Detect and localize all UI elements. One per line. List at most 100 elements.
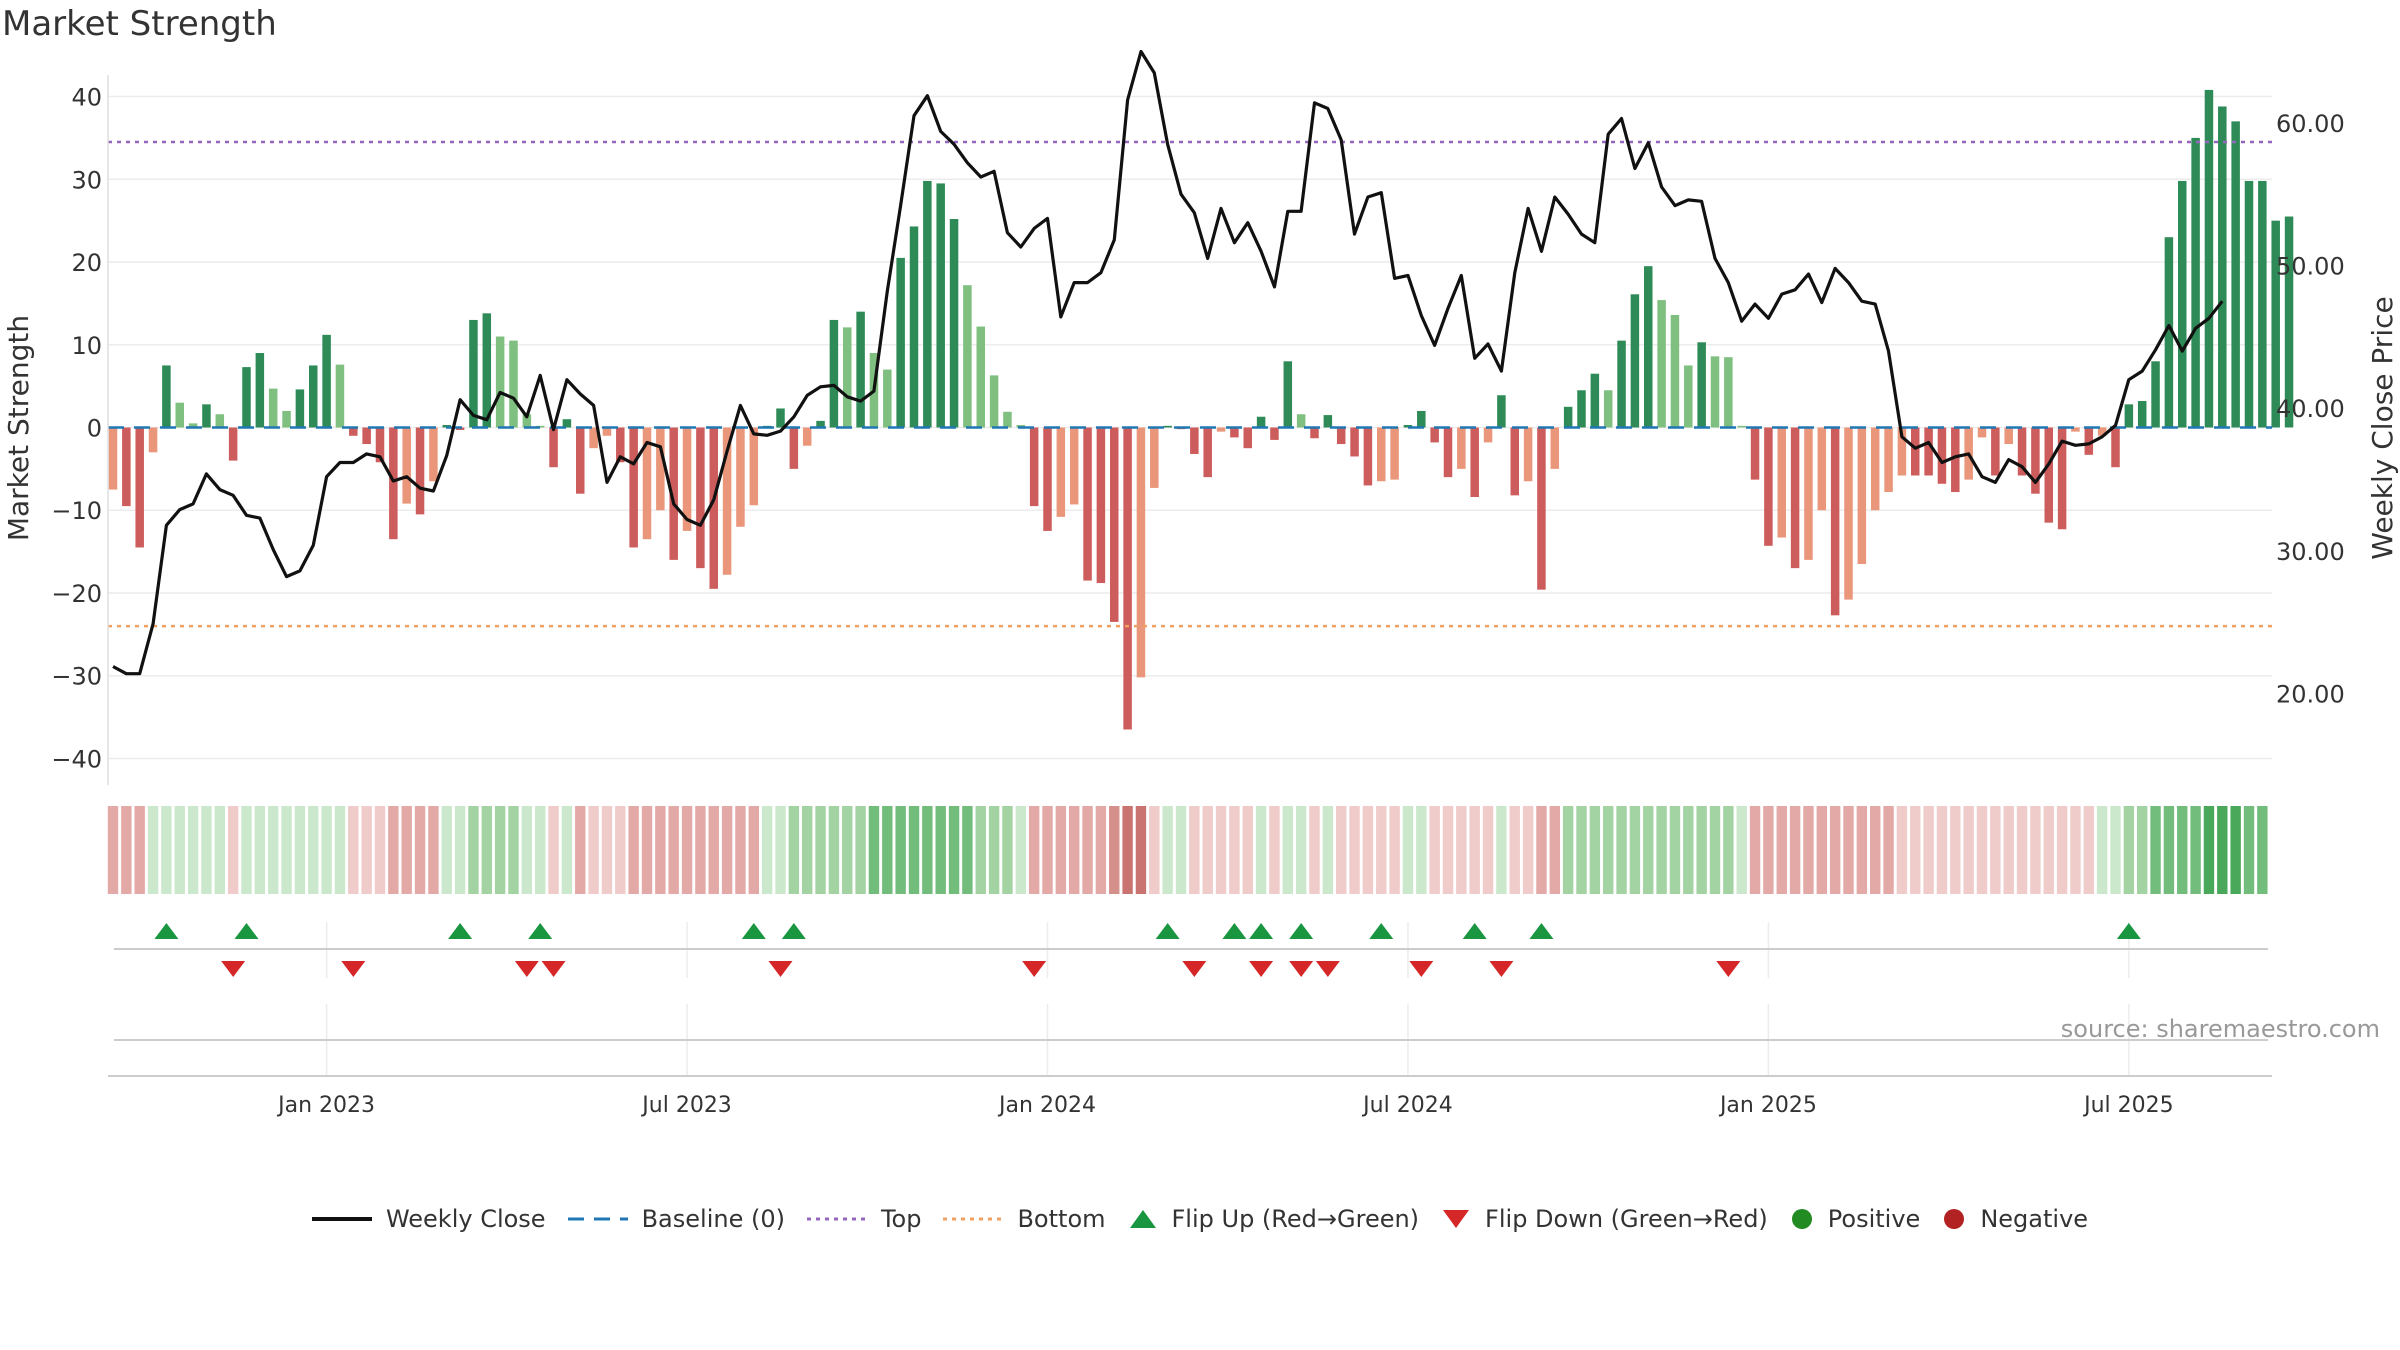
band-cell [1870, 806, 1881, 894]
y-left-tick-label: 20 [71, 249, 102, 277]
flip-down-marker [1249, 961, 1274, 977]
strength-bar [616, 427, 625, 463]
strength-bar [1123, 427, 1132, 730]
band-cell [2056, 806, 2068, 894]
strength-bar [642, 427, 652, 540]
legend-weekly-close-label: Weekly Close [385, 1205, 546, 1233]
band-cell [1229, 806, 1240, 894]
strength-bar [1310, 427, 1319, 439]
band-cell [1816, 806, 1827, 894]
strength-bar [949, 219, 959, 428]
band-cell [535, 806, 546, 894]
strength-bar [1069, 427, 1079, 505]
strength-bar [1483, 427, 1493, 443]
strength-bar [1630, 294, 1640, 428]
strength-bar [1590, 373, 1600, 428]
strength-bar [1336, 427, 1346, 445]
strength-bar [215, 414, 225, 428]
band-cell [2043, 806, 2054, 894]
band-cell [201, 806, 212, 894]
strength-bar [482, 313, 492, 428]
strength-bar [1764, 427, 1773, 546]
strength-bar [1230, 427, 1239, 438]
strength-bar [1283, 361, 1293, 428]
x-tick-label: Jul 2024 [1361, 1093, 1453, 1118]
band-cell [1189, 806, 1200, 894]
strength-bar [228, 427, 238, 461]
strength-bar [175, 402, 184, 428]
flip-down-marker [1289, 961, 1314, 977]
band-cell [1269, 806, 1280, 894]
strength-bar [429, 427, 438, 482]
strength-bar [1697, 342, 1706, 428]
flip-up-marker [1462, 923, 1487, 939]
y-left-tick-label: −20 [51, 580, 102, 608]
legend-positive: Positive [1790, 1205, 1920, 1233]
band-cell [268, 806, 279, 894]
band-cell [1990, 806, 2001, 894]
band-cell [1509, 806, 1520, 894]
band-cell [708, 806, 719, 894]
strength-bar [856, 311, 865, 428]
band-cell [1576, 806, 1587, 894]
strength-bar [1323, 415, 1333, 428]
strength-bar [802, 427, 812, 446]
y-right-tick-label: 60.00 [2276, 110, 2345, 138]
strength-bar [1203, 427, 1212, 478]
band-cell [1736, 806, 1747, 894]
strength-bar [1296, 414, 1306, 428]
strength-bar [1924, 427, 1933, 476]
strength-bar [1737, 425, 1746, 428]
x-tick-label: Jan 2023 [276, 1093, 375, 1118]
band-cell [1683, 806, 1694, 894]
strength-bar [843, 327, 852, 428]
band-cell [748, 806, 759, 894]
y-right-tick-label: 40.00 [2276, 395, 2345, 423]
band-cell [174, 806, 185, 894]
band-cell [1322, 806, 1334, 894]
band-cell [428, 806, 439, 894]
band-cell [281, 806, 292, 894]
flip-up-marker [1529, 923, 1554, 939]
strength-bar [108, 427, 118, 490]
band-cell [975, 806, 986, 894]
band-cell [1389, 806, 1400, 894]
strength-bar [2017, 427, 2027, 476]
strength-bar [669, 427, 678, 560]
band-cell [1069, 806, 1080, 894]
strength-bar [535, 425, 545, 428]
band-cell [1309, 806, 1320, 894]
strength-bar [2204, 89, 2214, 428]
band-cell [2030, 806, 2041, 894]
y-right-axis-title: Weekly Close Price [2366, 296, 2399, 559]
band-cell [2123, 806, 2135, 894]
y-left-axis-title: Market Strength [2, 315, 35, 541]
band-cell [2003, 806, 2014, 894]
strength-bar [495, 336, 505, 428]
strength-bar [1523, 427, 1533, 482]
strength-bar [415, 427, 425, 515]
strength-bar [1443, 427, 1453, 478]
strength-bar [1403, 425, 1413, 428]
band-cell [1963, 806, 1974, 894]
band-cell [828, 806, 840, 894]
strength-bar [1897, 427, 1907, 476]
strength-bar [749, 427, 759, 506]
top-dotted-icon [806, 1217, 867, 1221]
band-cell [1763, 806, 1774, 894]
x-tick-label: Jan 2025 [1718, 1093, 1817, 1118]
band-cell [1936, 806, 1948, 894]
strength-bar [1430, 427, 1439, 443]
x-tick-label: Jan 2024 [997, 1093, 1096, 1118]
band-cell [1416, 806, 1427, 894]
strength-bar [349, 427, 358, 436]
band-cell [1616, 806, 1627, 894]
strength-bar [1670, 314, 1680, 428]
y-left-tick-label: −10 [51, 497, 102, 525]
triangle-up-icon [1129, 1210, 1156, 1228]
band-cell [948, 806, 960, 894]
strength-bar [1911, 427, 1920, 476]
band-cell [2217, 806, 2228, 894]
band-cell [508, 806, 519, 894]
legend-top-label: Top [880, 1205, 922, 1233]
